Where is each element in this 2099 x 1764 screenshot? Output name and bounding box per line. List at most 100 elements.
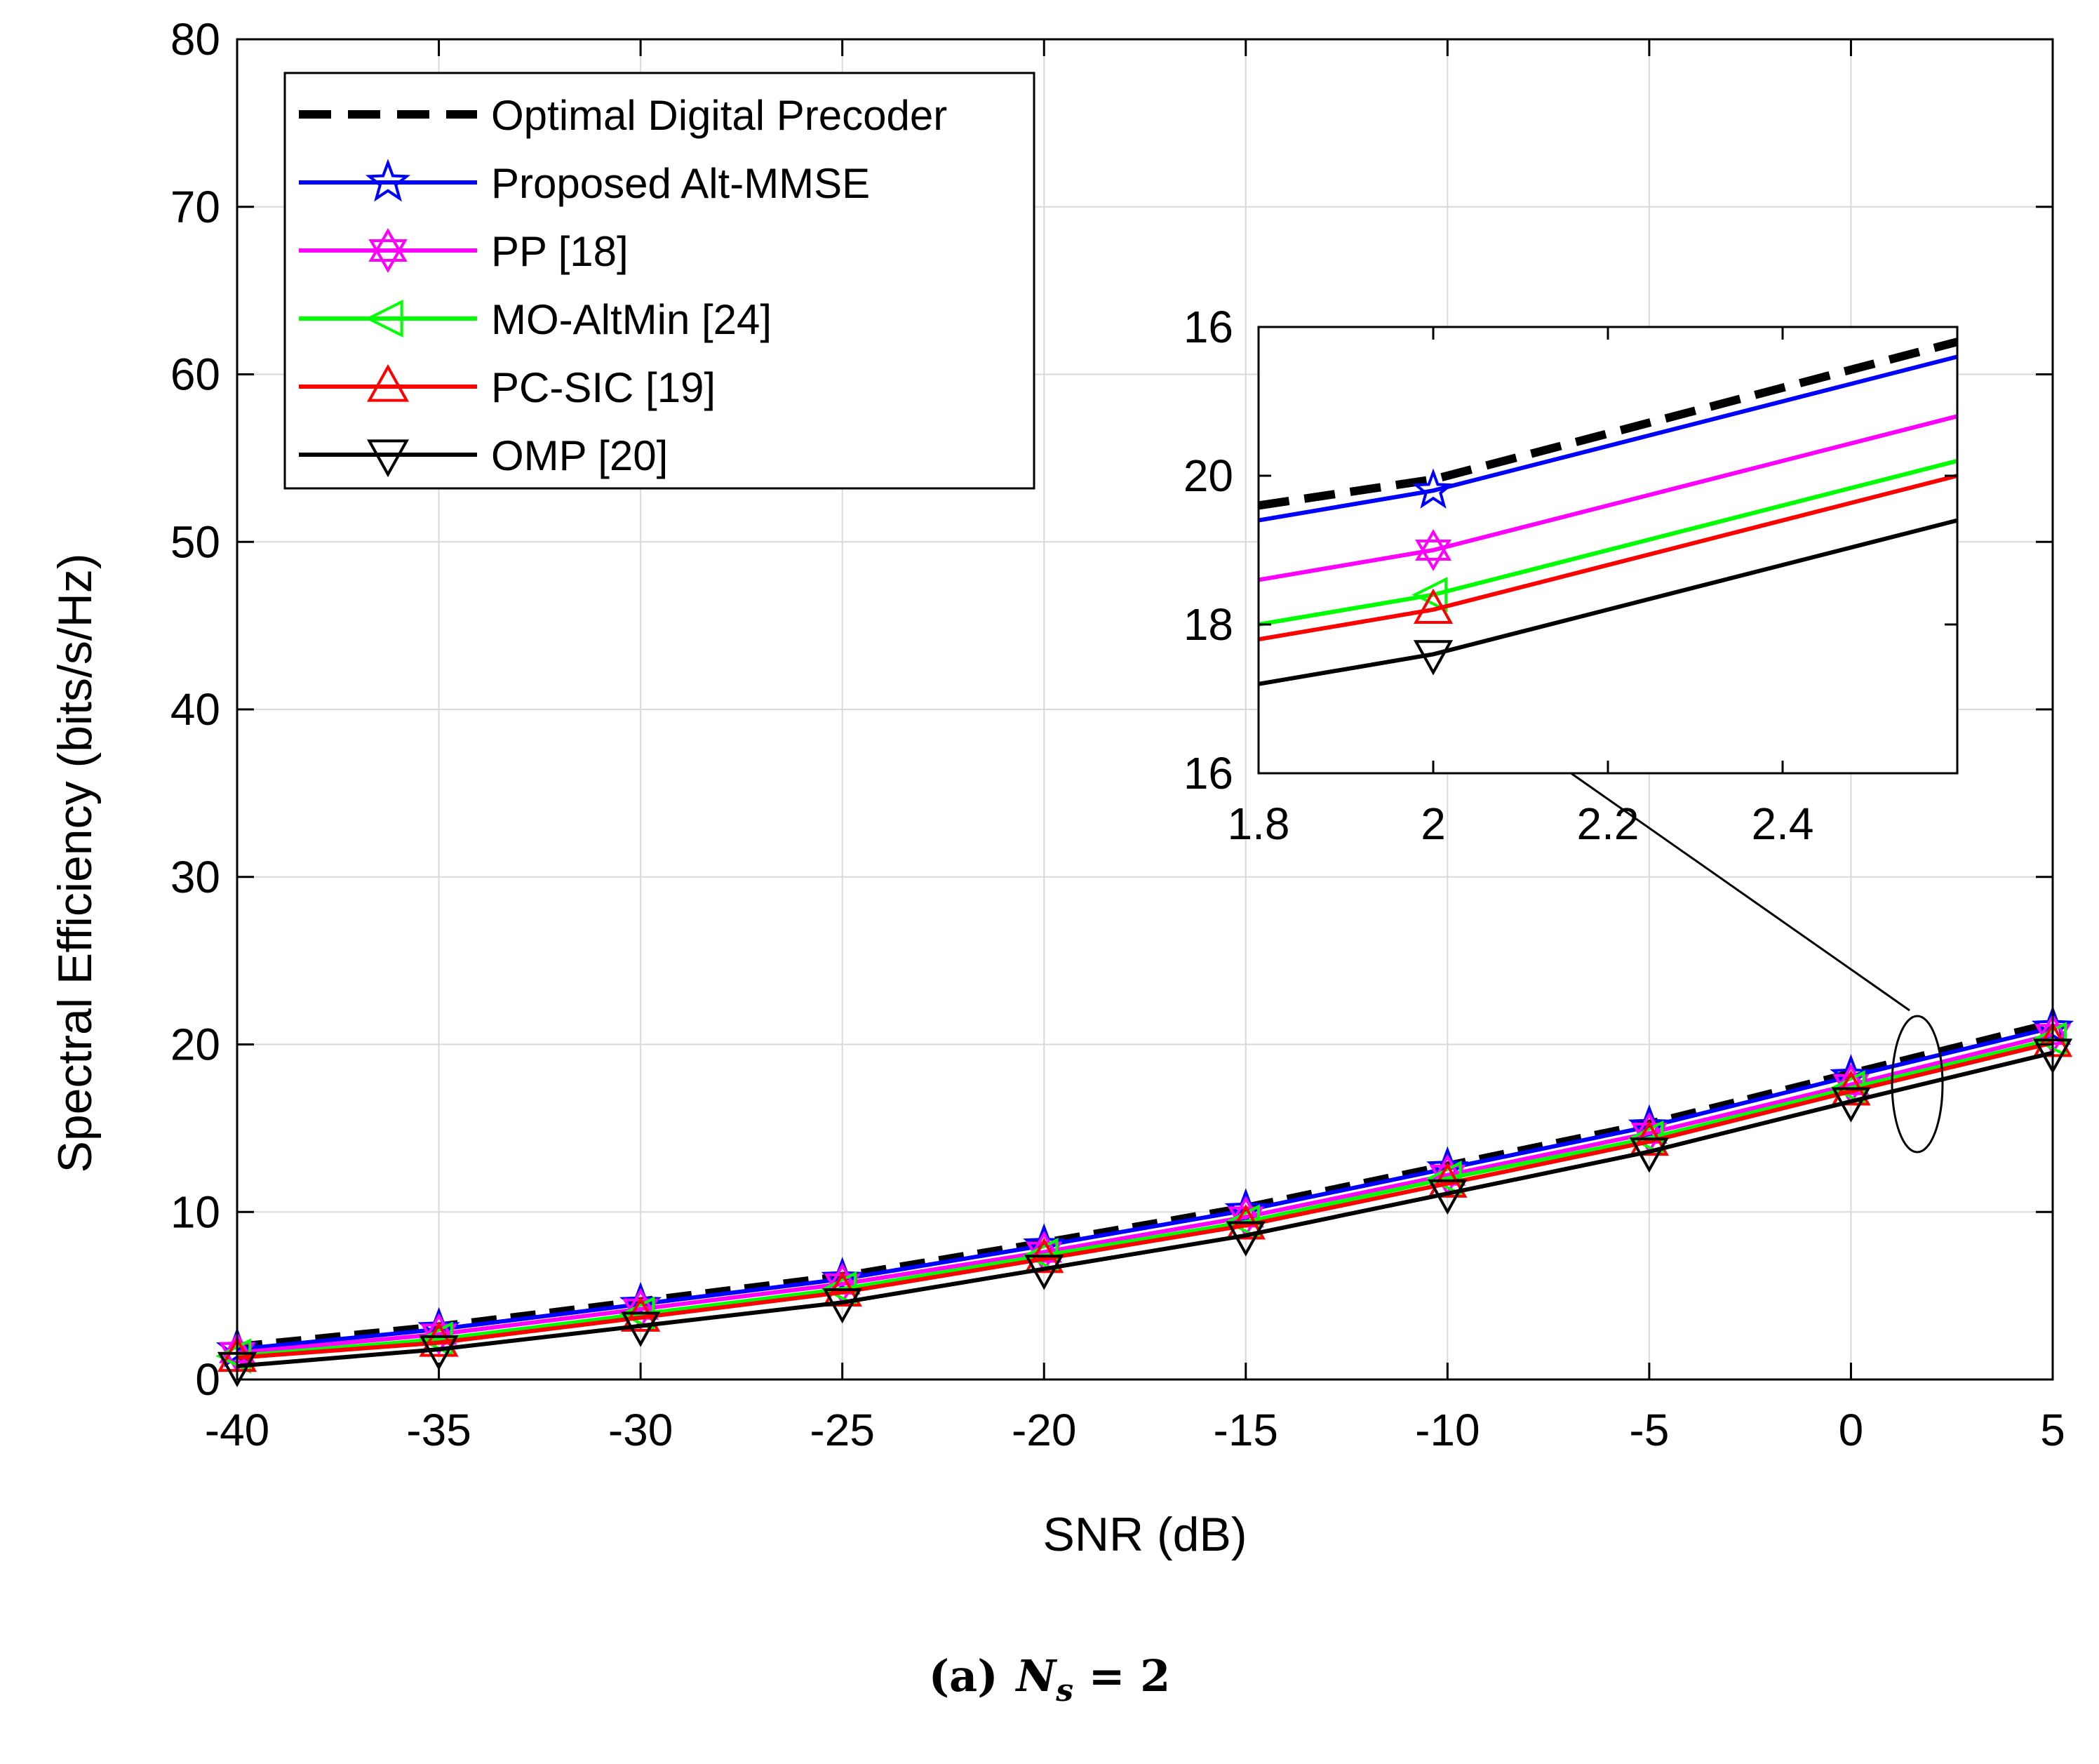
- series-line-optimal: [236, 1019, 2054, 1350]
- inset-data-point-altmmse: [1411, 468, 1455, 509]
- inset-x-tick-label: 1.8: [1228, 799, 1290, 849]
- y-tick-label: 80: [170, 14, 220, 65]
- series-line-altmmse: [236, 1025, 2053, 1351]
- legend-label-moaltmin: MO-AltMin [24]: [491, 296, 772, 343]
- main-y-ticks: 0 10 20 30 40 50 60 70 80: [170, 14, 2053, 1405]
- zoom-ellipse: [1891, 1015, 1944, 1154]
- data-point-omp: [1024, 1255, 1064, 1290]
- inset-series-pcsic: [1258, 474, 1958, 642]
- main-plot: -40 -35 -30 -25 -20 -15 -10 -5 0 5 0 10 20 30 40 50 60 7…: [48, 14, 2074, 1561]
- inset-y-tick-label: 20: [1183, 450, 1233, 501]
- y-tick-label: 60: [170, 349, 220, 400]
- data-point-omp: [822, 1288, 862, 1324]
- series-line-omp: [236, 1050, 2053, 1368]
- inset-data-point-omp: [1413, 640, 1454, 676]
- x-tick-label: 5: [2040, 1405, 2065, 1455]
- x-tick-label: -25: [810, 1405, 875, 1455]
- inset-x-tick-label: 2.2: [1577, 799, 1639, 849]
- data-point-pp-tri-up: [1832, 1063, 1870, 1095]
- inset-data-point-pp: [1415, 528, 1451, 572]
- y-tick-label: 0: [195, 1354, 220, 1405]
- figure-caption: (a) Ns = 2: [929, 1650, 1171, 1709]
- inset-series-altmmse: [1258, 354, 1958, 523]
- inset-x-ticks: 1.8 2 2.2 2.4: [1228, 327, 1814, 849]
- inset-series-optimal: [1258, 338, 1959, 510]
- legend-marker-pp: [368, 227, 408, 274]
- legend-box: [283, 72, 1035, 490]
- x-tick-label: -15: [1214, 1405, 1279, 1455]
- legend-item-moaltmin: MO-AltMin [24]: [299, 296, 772, 343]
- inset-line-moaltmin: [1258, 458, 1958, 627]
- inset-line-pcsic: [1258, 474, 1958, 642]
- x-tick-label: -40: [205, 1405, 270, 1455]
- legend-marker-pp-tri-up: [368, 227, 408, 262]
- legend: Optimal Digital Precoder Proposed Alt-MMS…: [283, 72, 1035, 490]
- inset-data-point-pcsic: [1413, 588, 1454, 624]
- y-axis-label: Spectral Efficiency (bits/s/Hz): [48, 553, 102, 1172]
- legend-label-omp: OMP [20]: [491, 432, 668, 479]
- legend-label-pcsic: PC-SIC [19]: [491, 364, 716, 411]
- caption-math-subscript: s: [1055, 1673, 1073, 1709]
- data-point-omp: [419, 1335, 459, 1371]
- inset-series-moaltmin: [1258, 458, 1958, 627]
- inset-line-optimal: [1258, 338, 1959, 510]
- legend-label-pp: PP [18]: [491, 228, 629, 275]
- legend-items: Optimal Digital Precoder Proposed Alt-MMS…: [299, 92, 947, 479]
- inset-y-tick-label: 16: [1183, 748, 1233, 799]
- inset-x-tick-label: 2: [1421, 799, 1446, 849]
- series-pcsic: [217, 1022, 2073, 1372]
- inset-line-altmmse: [1258, 354, 1958, 523]
- legend-marker-pp-tri-down: [368, 239, 408, 274]
- inset-line-omp: [1258, 518, 1958, 686]
- x-tick-label: 0: [1839, 1405, 1864, 1455]
- inset-series-pp: [1258, 414, 1958, 582]
- series-line-pcsic: [236, 1041, 2053, 1360]
- data-point-pcsic: [419, 1321, 459, 1357]
- series-line-moaltmin: [236, 1037, 2053, 1358]
- inset-plot: 1.8 2 2.2 2.4 16 18 20 16: [1183, 302, 1959, 849]
- data-point-omp: [1226, 1221, 1266, 1257]
- inset-data-point-moaltmin: [1411, 577, 1448, 613]
- y-tick-label: 70: [170, 182, 220, 232]
- x-tick-label: -20: [1012, 1405, 1077, 1455]
- data-point-pp-tri-up: [1026, 1231, 1063, 1263]
- inset-series-omp: [1258, 518, 1958, 686]
- x-tick-label: -10: [1415, 1405, 1480, 1455]
- legend-item-altmmse: Proposed Alt-MMSE: [299, 159, 870, 207]
- legend-marker-moaltmin: [365, 299, 403, 338]
- legend-label-altmmse: Proposed Alt-MMSE: [491, 160, 870, 207]
- inset-x-tick-label: 2.4: [1752, 799, 1814, 849]
- inset-y-ticks: 16 18 20 16: [1183, 302, 1957, 799]
- series-line-pp: [236, 1032, 2053, 1355]
- legend-item-optimal: Optimal Digital Precoder: [299, 92, 947, 139]
- caption-label: (a): [929, 1650, 998, 1702]
- caption-math-rest: = 2: [1073, 1650, 1170, 1702]
- x-axis-label: SNR (dB): [1043, 1508, 1247, 1561]
- series-pp: [219, 1013, 2071, 1374]
- legend-item-pcsic: PC-SIC [19]: [299, 363, 716, 411]
- x-tick-label: -5: [1629, 1405, 1669, 1455]
- data-point-omp: [1831, 1087, 1871, 1123]
- x-tick-label: -35: [406, 1405, 471, 1455]
- legend-marker-omp: [366, 439, 410, 478]
- y-tick-label: 40: [170, 684, 220, 735]
- y-tick-label: 10: [170, 1187, 220, 1237]
- inset-data-point-pp-tri-down: [1415, 540, 1451, 572]
- y-tick-label: 50: [170, 516, 220, 567]
- legend-marker-pcsic: [366, 363, 410, 402]
- x-tick-label: -30: [608, 1405, 673, 1455]
- series-altmmse: [215, 1005, 2074, 1368]
- series-optimal: [236, 1019, 2054, 1350]
- caption-math-symbol: N: [1015, 1650, 1058, 1702]
- legend-item-omp: OMP [20]: [299, 432, 668, 479]
- inset-y-tick-label: 18: [1183, 599, 1233, 650]
- y-tick-label: 20: [170, 1020, 220, 1070]
- y-tick-label: 30: [170, 852, 220, 902]
- legend-label-optimal: Optimal Digital Precoder: [491, 92, 947, 139]
- data-point-omp: [621, 1311, 661, 1347]
- inset-line-pp: [1258, 414, 1958, 582]
- inset-data-point-pp-tri-up: [1415, 528, 1451, 561]
- data-point-pcsic: [621, 1296, 661, 1332]
- main-x-ticks: -40 -35 -30 -25 -20 -15 -10 -5 0 5: [205, 39, 2065, 1455]
